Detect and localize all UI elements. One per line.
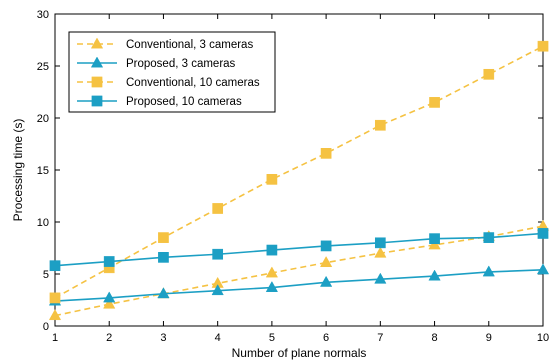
x-tick-label: 10 (537, 332, 549, 344)
data-point-marker (374, 119, 386, 131)
legend-label: Proposed, 10 cameras (126, 96, 242, 108)
x-tick-label: 2 (106, 332, 112, 344)
legend-marker (90, 56, 104, 68)
series-line (54, 45, 544, 299)
series-4 (49, 228, 549, 272)
legend-item: Conventional, 10 cameras (77, 76, 260, 89)
legend-label: Conventional, 3 cameras (126, 39, 253, 51)
series-line (54, 225, 544, 317)
data-point-marker (49, 292, 61, 304)
legend-item: Proposed, 10 cameras (77, 95, 242, 108)
x-axis-ticks: 1 2 3 4 5 6 7 8 9 10 (52, 14, 549, 344)
data-point-marker (103, 297, 116, 309)
legend-label: Conventional, 10 cameras (126, 77, 260, 89)
data-point-marker (265, 266, 279, 278)
legend-box (68, 31, 276, 113)
x-axis-title: Number of plane normals (232, 346, 367, 360)
data-point-marker (374, 237, 386, 249)
x-tick-label: 4 (215, 332, 221, 344)
data-point-marker (319, 256, 333, 268)
x-tick-label: 5 (269, 332, 275, 344)
data-point-marker (266, 174, 278, 185)
data-point-marker (212, 248, 224, 260)
y-tick-label: 20 (37, 113, 49, 125)
data-point-marker (374, 246, 387, 258)
data-point-marker (320, 148, 332, 159)
legend-item: Proposed, 3 cameras (77, 56, 236, 70)
y-axis-title: Processing time (s) (11, 119, 25, 222)
data-point-marker (374, 272, 387, 284)
legend: Conventional, 3 cameras Proposed, 3 camer… (68, 31, 276, 113)
data-point-marker (158, 252, 169, 263)
data-point-marker (536, 263, 550, 275)
data-point-marker (482, 265, 495, 277)
data-point-marker (266, 244, 278, 256)
x-tick-label: 9 (486, 332, 492, 344)
legend-marker (91, 76, 103, 88)
data-point-marker (429, 97, 440, 108)
data-point-marker (265, 281, 279, 292)
series-layer (48, 40, 550, 321)
data-point-marker (537, 228, 549, 239)
data-point-marker (49, 260, 61, 272)
x-tick-label: 7 (377, 332, 383, 344)
legend-label: Proposed, 3 cameras (126, 58, 236, 70)
y-tick-label: 30 (37, 9, 49, 21)
data-point-marker (428, 269, 441, 281)
data-point-marker (103, 291, 116, 303)
data-point-marker (429, 233, 440, 244)
y-tick-label: 10 (37, 217, 49, 229)
y-tick-label: 25 (37, 61, 49, 73)
data-point-marker (483, 232, 495, 243)
y-tick-label: 0 (43, 321, 49, 333)
data-point-marker (157, 287, 170, 299)
data-point-marker (103, 256, 115, 267)
data-point-marker (537, 40, 549, 52)
data-point-marker (483, 68, 495, 80)
legend-marker (90, 37, 104, 49)
data-point-marker (319, 275, 333, 287)
data-point-marker (48, 309, 62, 321)
legend-item: Conventional, 3 cameras (77, 37, 253, 51)
x-tick-label: 3 (160, 332, 166, 344)
y-axis-ticks: 0 5 10 15 20 25 30 (37, 9, 543, 333)
x-tick-label: 8 (431, 332, 437, 344)
data-point-marker (211, 284, 224, 296)
data-point-marker (320, 240, 332, 252)
x-tick-label: 6 (323, 332, 329, 344)
series-line (54, 269, 544, 302)
series-line (54, 232, 544, 267)
y-tick-label: 5 (43, 269, 49, 281)
legend-marker (91, 95, 103, 107)
series-3 (49, 40, 549, 304)
x-tick-label: 1 (52, 332, 58, 344)
data-point-marker (158, 232, 169, 243)
data-point-marker (212, 203, 224, 214)
y-tick-label: 15 (37, 165, 49, 177)
